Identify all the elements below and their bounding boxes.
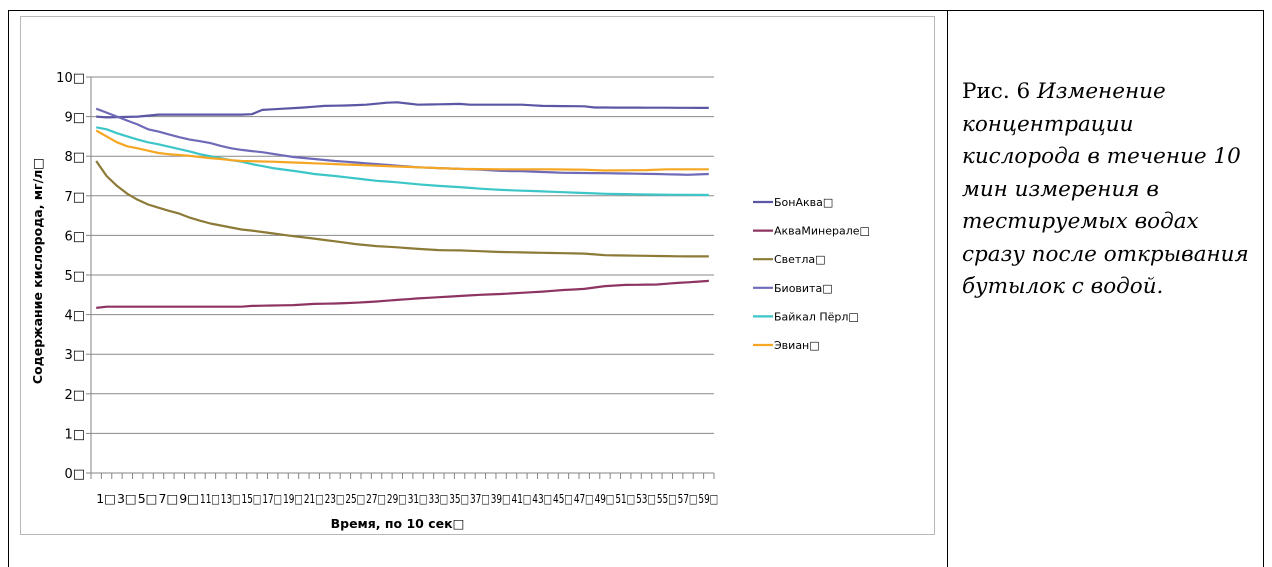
y-tick-label-1: 1□ [64,427,85,442]
x-tick-label-29: 29□ [387,491,407,506]
legend-label-4: Биовита□ [774,282,833,295]
table-column-divider [947,10,948,567]
series-line-4 [95,107,709,176]
x-tick-label-37: 37□ [470,491,490,506]
x-tick-label-15: 15□ [242,491,262,506]
legend-label-6: Эвиан□ [774,339,820,352]
x-tick-label-9: 9□ [179,491,199,506]
x-tick-label-59: 59□ [698,491,718,506]
x-tick-label-57: 57□ [678,491,698,506]
figure-caption: Рис. 6 Изменение концентрации кислорода … [962,76,1258,304]
y-tick-label-4: 4□ [64,309,85,324]
legend-label-2: АкваМинерале□ [774,225,870,238]
x-tick-label-13: 13□ [221,491,241,506]
legend-label-1: БонАква□ [774,196,833,209]
x-tick-label-53: 53□ [636,491,656,506]
x-tick-label-45: 45□ [553,491,573,506]
x-tick-label-31: 31□ [408,491,428,506]
y-axis-title: Содержание кислорода, мг/л□ [30,158,45,384]
x-tick-label-27: 27□ [366,491,386,506]
y-tick-label-3: 3□ [64,348,85,363]
y-tick-label-10: 10□ [56,71,85,86]
y-tick-label-6: 6□ [64,229,85,244]
x-tick-label-25: 25□ [345,491,365,506]
x-tick-label-47: 47□ [574,491,594,506]
x-tick-label-49: 49□ [595,491,615,506]
series-line-5 [95,126,709,197]
x-tick-label-21: 21□ [304,491,324,506]
series-line-6 [95,129,709,172]
series-line-1 [96,101,709,119]
x-tick-label-19: 19□ [283,491,303,506]
x-tick-label-33: 33□ [428,491,448,506]
series-line-2 [96,279,709,309]
x-tick-label-43: 43□ [532,491,552,506]
legend-label-5: Байкал Пёрл□ [774,310,859,323]
x-tick-label-55: 55□ [657,491,677,506]
y-tick-label-8: 8□ [64,150,85,165]
x-tick-label-23: 23□ [325,491,345,506]
x-tick-label-1: 1□ [96,491,116,506]
y-tick-label-2: 2□ [64,388,85,403]
x-tick-label-11: 11□ [200,491,220,506]
y-tick-label-9: 9□ [64,111,85,126]
x-tick-label-17: 17□ [262,491,282,506]
chart-frame: 0□ 1□ 2□ 3□ 4□ 5□ 6□ 7□ 8□ 9□ 10□ 1□ 3□ 5□ 7□ 9□ 11□ 13□ 1… [20,16,935,535]
x-tick-label-41: 41□ [512,491,532,506]
page-table-border [8,10,1264,567]
oxygen-line-chart: 0□1□2□3□4□5□6□7□8□9□10□1□ 3□ 5□ 7□ 9□ 11□ 13□ 1… [30,71,870,531]
x-tick-label-35: 35□ [449,491,469,506]
x-axis-title: Время, по 10 сек□ [331,516,465,531]
x-tick-label-3: 3□ [117,491,137,506]
y-tick-label-5: 5□ [64,269,85,284]
x-tick-label-51: 51□ [615,491,635,506]
x-tick-label-39: 39□ [491,491,511,506]
legend-label-3: Светла□ [774,253,826,266]
x-tick-label-7: 7□ [158,491,178,506]
y-tick-label-0: 0□ [64,467,85,482]
x-tick-label-5: 5□ [138,491,158,506]
series-line-3 [95,160,709,258]
y-tick-label-7: 7□ [64,190,85,205]
figure-caption-number: Рис. 6 [962,79,1038,104]
figure-caption-text: Изменение концентрации кислорода в течен… [962,79,1249,299]
